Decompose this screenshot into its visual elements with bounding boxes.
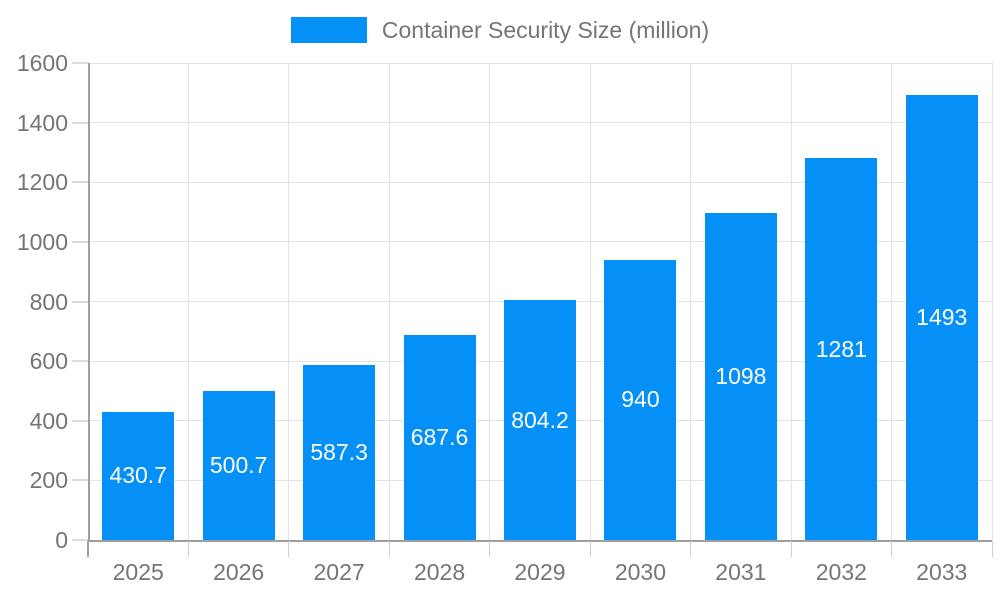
x-grid-line <box>991 63 993 540</box>
y-axis-label: 1600 <box>16 50 68 76</box>
x-grid-line <box>388 63 390 540</box>
y-axis-tick <box>72 539 88 541</box>
y-grid-line <box>88 241 992 243</box>
x-grid-line <box>790 63 792 540</box>
x-axis-tick <box>288 541 290 557</box>
bar-value-label: 1281 <box>815 335 867 362</box>
x-grid-line <box>187 63 189 540</box>
bar[interactable]: 430.7 <box>102 411 175 540</box>
y-axis-tick <box>72 240 88 243</box>
y-grid-line <box>88 62 992 64</box>
bar[interactable]: 1098 <box>704 212 777 540</box>
x-axis-label: 2028 <box>413 559 466 585</box>
x-axis-label: 2032 <box>815 559 867 585</box>
y-axis-label: 400 <box>29 407 68 434</box>
bar[interactable]: 1493 <box>905 94 978 540</box>
bar-value-label: 687.6 <box>410 424 469 450</box>
x-axis-tick <box>991 541 993 557</box>
y-axis-line <box>88 63 90 540</box>
bar-value-label: 430.7 <box>109 462 167 489</box>
y-axis-tick <box>72 479 88 482</box>
bar-value-label: 804.2 <box>511 406 569 433</box>
x-axis-label: 2025 <box>112 559 164 585</box>
x-axis-tick <box>187 541 189 557</box>
y-axis-tick <box>72 121 88 124</box>
x-grid-line <box>489 63 491 540</box>
y-axis-tick <box>72 62 88 64</box>
bar[interactable]: 587.3 <box>303 364 376 540</box>
x-axis-label: 2026 <box>213 559 265 585</box>
y-axis-tick <box>72 419 88 422</box>
x-axis-tick <box>690 541 692 557</box>
y-axis-label: 600 <box>29 348 68 375</box>
x-axis-label: 2030 <box>614 559 667 585</box>
x-axis-tick <box>87 541 89 557</box>
y-axis-label: 1000 <box>16 228 68 255</box>
bar[interactable]: 500.7 <box>202 390 275 540</box>
y-axis-label: 200 <box>29 467 68 494</box>
bar-value-label: 587.3 <box>310 438 368 465</box>
x-axis-tick <box>489 541 491 557</box>
y-axis-label: 0 <box>55 527 68 553</box>
bar[interactable]: 1281 <box>805 158 878 540</box>
y-grid-line <box>88 122 992 124</box>
legend[interactable]: Container Security Size (million) <box>0 15 1000 45</box>
bar[interactable]: 687.6 <box>403 335 476 540</box>
x-grid-line <box>589 63 591 540</box>
y-grid-line <box>88 181 992 183</box>
y-axis-tick <box>72 360 88 363</box>
y-axis-label: 1400 <box>16 109 68 136</box>
plot-area: 430.7 500.7 587.3 687.6 804.2 940 1098 1281 1493 <box>88 62 993 542</box>
x-axis-tick <box>388 541 390 557</box>
y-axis-tick <box>72 300 88 303</box>
bar-value-label: 1493 <box>916 303 968 330</box>
bar[interactable]: 804.2 <box>504 300 576 540</box>
y-axis-label: 800 <box>29 288 68 315</box>
x-axis-tick <box>891 541 893 557</box>
x-grid-line <box>690 63 692 540</box>
x-axis-tick <box>790 541 792 557</box>
x-axis-tick <box>589 541 591 557</box>
bar-value-label: 940 <box>621 386 660 413</box>
x-axis-label: 2027 <box>313 559 365 585</box>
x-grid-line <box>288 63 290 540</box>
x-axis-label: 2031 <box>715 559 767 585</box>
x-axis-label: 2033 <box>916 559 968 585</box>
bar[interactable]: 940 <box>604 259 677 540</box>
legend-label: Container Security Size (million) <box>381 16 710 43</box>
legend-swatch[interactable] <box>290 17 367 43</box>
x-grid-line <box>891 63 893 540</box>
x-axis-label: 2029 <box>514 559 566 585</box>
bar-value-label: 1098 <box>715 362 767 389</box>
y-axis-label: 1200 <box>16 169 68 196</box>
y-axis-tick <box>72 181 88 184</box>
bar-value-label: 500.7 <box>209 451 268 478</box>
